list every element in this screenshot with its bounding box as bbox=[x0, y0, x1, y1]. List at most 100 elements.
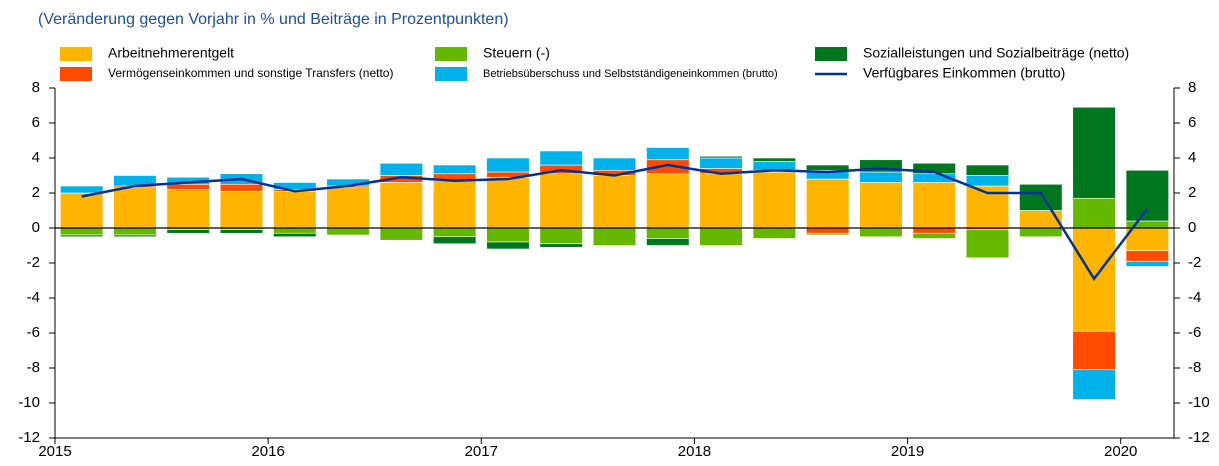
bar bbox=[806, 164, 850, 171]
bar bbox=[592, 175, 637, 229]
y-tick-label: 6 bbox=[32, 114, 40, 131]
bar bbox=[912, 227, 956, 234]
bar bbox=[752, 157, 796, 162]
bar bbox=[806, 178, 850, 229]
legend-label: Verfügbares Einkommen (brutto) bbox=[863, 65, 1065, 81]
bar bbox=[646, 173, 690, 229]
bar bbox=[539, 243, 583, 248]
bar bbox=[166, 183, 210, 190]
bar bbox=[859, 227, 903, 238]
bar bbox=[379, 182, 423, 229]
y2-tick-label: -12 bbox=[1188, 429, 1210, 446]
y2-tick-label: -6 bbox=[1188, 324, 1201, 341]
y-tick-label: -4 bbox=[27, 289, 40, 306]
bar bbox=[326, 227, 370, 236]
bar bbox=[646, 238, 690, 246]
bar bbox=[486, 227, 530, 243]
bar bbox=[752, 161, 796, 171]
legend-swatch bbox=[60, 47, 92, 61]
legend-swatch bbox=[60, 67, 92, 81]
bar bbox=[1125, 227, 1169, 252]
bar bbox=[646, 227, 690, 239]
bar bbox=[60, 192, 104, 229]
bar bbox=[166, 229, 210, 234]
y-tick-label: 4 bbox=[32, 149, 40, 166]
y2-tick-label: 8 bbox=[1188, 79, 1196, 96]
legend-label: Betriebsüberschuss und Selbstständigenei… bbox=[483, 68, 778, 80]
bar bbox=[60, 227, 104, 236]
bar bbox=[699, 227, 743, 246]
bar bbox=[486, 157, 530, 173]
y2-tick-label: -10 bbox=[1188, 394, 1210, 411]
bar bbox=[433, 236, 477, 245]
bar bbox=[592, 157, 637, 171]
bar bbox=[965, 175, 1010, 187]
legend-label: Arbeitnehmerentgelt bbox=[108, 45, 234, 61]
bar bbox=[379, 227, 423, 241]
bar bbox=[965, 229, 1010, 259]
legend-swatch bbox=[435, 67, 467, 81]
x-tick-label: 2015 bbox=[38, 443, 71, 460]
bar bbox=[752, 227, 796, 239]
legend-label: Steuern (-) bbox=[483, 45, 550, 61]
bar bbox=[273, 232, 317, 238]
y2-tick-label: -2 bbox=[1188, 254, 1201, 271]
line bbox=[81, 163, 1149, 281]
bar bbox=[1072, 197, 1116, 229]
bar bbox=[1125, 169, 1169, 222]
bar bbox=[699, 157, 743, 169]
legend-label: Sozialleistungen und Sozialbeiträge (net… bbox=[863, 45, 1129, 61]
bar bbox=[433, 164, 477, 175]
bar bbox=[433, 227, 477, 238]
y-tick-label: -6 bbox=[27, 324, 40, 341]
x-tick-label: 2020 bbox=[1104, 443, 1137, 460]
bar bbox=[113, 187, 157, 229]
bar bbox=[699, 155, 743, 159]
y2-tick-label: 2 bbox=[1188, 184, 1196, 201]
x-tick-label: 2019 bbox=[891, 443, 924, 460]
bar bbox=[806, 232, 850, 236]
bar bbox=[912, 182, 956, 229]
bar bbox=[60, 185, 104, 194]
y2-tick-label: -4 bbox=[1188, 289, 1201, 306]
y2-tick-label: 0 bbox=[1188, 219, 1196, 236]
bar bbox=[806, 227, 850, 234]
bar bbox=[1072, 369, 1116, 400]
y-tick-label: -12 bbox=[18, 429, 40, 446]
bar bbox=[699, 173, 743, 229]
bar bbox=[1125, 250, 1169, 262]
bar bbox=[273, 227, 317, 234]
bar bbox=[965, 164, 1010, 176]
bar bbox=[1125, 260, 1169, 267]
bar bbox=[113, 227, 157, 236]
y2-tick-label: -8 bbox=[1188, 359, 1201, 376]
x-tick-label: 2018 bbox=[678, 443, 711, 460]
y-tick-label: -10 bbox=[18, 394, 40, 411]
bar bbox=[1019, 183, 1063, 211]
bar bbox=[113, 234, 157, 238]
y-tick-label: 8 bbox=[32, 79, 40, 96]
legend-swatch bbox=[435, 47, 467, 61]
bar bbox=[486, 241, 530, 250]
bar bbox=[539, 227, 583, 245]
bar bbox=[539, 173, 583, 229]
bar bbox=[219, 190, 264, 229]
bar bbox=[859, 182, 903, 229]
bar bbox=[60, 234, 104, 238]
bar bbox=[1072, 106, 1116, 199]
x-tick-label: 2017 bbox=[465, 443, 498, 460]
bar bbox=[219, 229, 264, 234]
y2-tick-label: 6 bbox=[1188, 114, 1196, 131]
bar bbox=[912, 232, 956, 239]
bar bbox=[166, 189, 210, 229]
bar bbox=[1072, 330, 1116, 371]
x-tick-label: 2016 bbox=[251, 443, 284, 460]
bar bbox=[219, 183, 264, 192]
y-tick-label: -8 bbox=[27, 359, 40, 376]
bar bbox=[859, 171, 903, 183]
chart-subtitle: (Veränderung gegen Vorjahr in % und Beit… bbox=[38, 11, 509, 28]
y2-tick-label: 4 bbox=[1188, 149, 1196, 166]
bar bbox=[752, 171, 796, 229]
bar bbox=[433, 180, 477, 229]
